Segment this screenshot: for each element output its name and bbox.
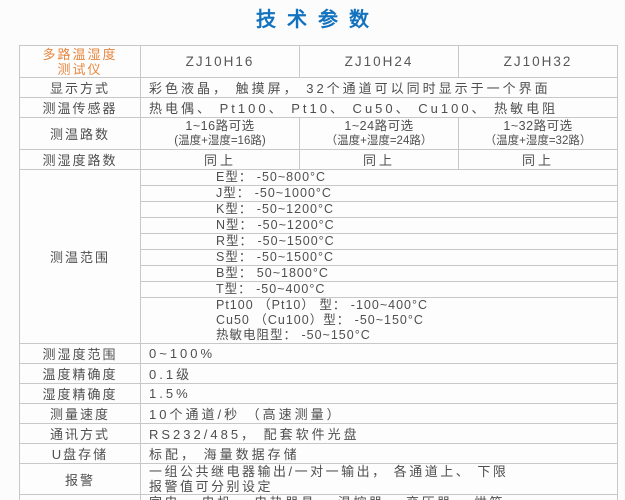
spec-label: 测湿度范围 bbox=[19, 343, 141, 364]
device-name-line1: 多路温湿度 bbox=[42, 46, 118, 62]
range-r: R型： -50~1500°C bbox=[140, 233, 618, 250]
range-e: E型： -50~800°C bbox=[140, 169, 618, 186]
channels-h32-cell: 1~32路可选 （温度+湿度=32路） bbox=[458, 117, 618, 150]
spec-value: 0~100% bbox=[140, 343, 618, 364]
spec-value: 1.5% bbox=[140, 383, 618, 404]
spec-label: 测温传感器 bbox=[19, 97, 141, 118]
same-as-above-cell: 同上 bbox=[299, 149, 459, 170]
row-communication: 通讯方式 RS232/485， 配套软件光盘 bbox=[19, 423, 618, 444]
range-pt100: Pt100 （Pt10） 型： -100~400°C bbox=[216, 298, 428, 313]
channels-h16-line2: (温度+湿度=16路) bbox=[174, 134, 266, 147]
range-n: N型： -50~1200°C bbox=[140, 217, 618, 234]
spec-label: 测湿度路数 bbox=[19, 149, 141, 170]
device-name-line2: 测试仪 bbox=[57, 61, 103, 77]
spec-value: 热电偶、 Pt100、 Pt10、 Cu50、 Cu100、 热敏电阻 bbox=[140, 97, 618, 118]
row-temp-sensor: 测温传感器 热电偶、 Pt100、 Pt10、 Cu50、 Cu100、 热敏电… bbox=[19, 97, 618, 118]
spec-value: RS232/485， 配套软件光盘 bbox=[140, 423, 618, 444]
range-rtd-cell: Pt100 （Pt10） 型： -100~400°C Cu50 （Cu100）型… bbox=[140, 297, 618, 344]
spec-value: 彩色液晶， 触摸屏， 32个通道可以同时显示于一个界面 bbox=[140, 77, 618, 98]
range-s: S型： -50~1500°C bbox=[140, 249, 618, 266]
row-humidity-channels: 测湿度路数 同上 同上 同上 bbox=[19, 149, 618, 170]
range-thermistor: 热敏电阻型： -50~150°C bbox=[216, 328, 371, 342]
spec-label: 通讯方式 bbox=[19, 423, 141, 444]
model-zj10h24: ZJ10H24 bbox=[299, 45, 459, 78]
applications-value-cell: 家电、 电机、 电热器具、 温控器、 变压器、 烘箱、 培养箱、 热保护器光电、… bbox=[140, 494, 618, 500]
row-applications: 适用场合 家电、 电机、 电热器具、 温控器、 变压器、 烘箱、 培养箱、 热保… bbox=[19, 494, 618, 500]
spec-label: 测量速度 bbox=[19, 403, 141, 424]
specs-table: 多路温湿度 测试仪 ZJ10H16 ZJ10H24 ZJ10H32 显示方式 彩… bbox=[19, 45, 618, 500]
model-zj10h32: ZJ10H32 bbox=[458, 45, 618, 78]
channels-h16-line1: 1~16路可选 bbox=[185, 118, 255, 133]
channels-h24-line2: （温度+湿度=24路） bbox=[325, 134, 433, 147]
row-display-mode: 显示方式 彩色液晶， 触摸屏， 32个通道可以同时显示于一个界面 bbox=[19, 77, 618, 98]
spec-label: 报警 bbox=[19, 463, 141, 495]
row-temp-accuracy: 温度精确度 0.1级 bbox=[19, 363, 618, 384]
spec-value: 标配， 海量数据存储 bbox=[140, 443, 618, 464]
row-usb-storage: U盘存储 标配， 海量数据存储 bbox=[19, 443, 618, 464]
channels-h32-line1: 1~32路可选 bbox=[503, 118, 573, 133]
row-temp-channels: 测温路数 1~16路可选 (温度+湿度=16路) 1~24路可选 （温度+湿度=… bbox=[19, 117, 618, 150]
row-header: 多路温湿度 测试仪 ZJ10H16 ZJ10H24 ZJ10H32 bbox=[19, 45, 618, 78]
device-name-cell: 多路温湿度 测试仪 bbox=[19, 45, 141, 78]
alarm-line2: 报警值可分别设定 bbox=[149, 479, 274, 494]
range-k: K型： -50~1200°C bbox=[140, 201, 618, 218]
row-humidity-accuracy: 湿度精确度 1.5% bbox=[19, 383, 618, 404]
alarm-value-cell: 一组公共继电器输出/一对一输出， 各通道上、 下限 报警值可分别设定 bbox=[140, 463, 618, 495]
spec-label: U盘存储 bbox=[19, 443, 141, 464]
model-zj10h16: ZJ10H16 bbox=[140, 45, 300, 78]
spec-label: 湿度精确度 bbox=[19, 383, 141, 404]
spec-label: 显示方式 bbox=[19, 77, 141, 98]
channels-h16-cell: 1~16路可选 (温度+湿度=16路) bbox=[140, 117, 300, 150]
spec-label: 测温路数 bbox=[19, 117, 141, 150]
row-alarm: 报警 一组公共继电器输出/一对一输出， 各通道上、 下限 报警值可分别设定 bbox=[19, 463, 618, 495]
same-as-above-cell: 同上 bbox=[140, 149, 300, 170]
spec-label: 适用场合 bbox=[19, 494, 141, 500]
page-title: 技术参数 bbox=[256, 9, 380, 31]
row-humidity-range: 测湿度范围 0~100% bbox=[19, 343, 618, 364]
applications-line1: 家电、 电机、 电热器具、 温控器、 变压器、 烘箱、 bbox=[149, 496, 617, 500]
spec-label: 温度精确度 bbox=[19, 363, 141, 384]
range-cu50: Cu50 （Cu100）型： -50~150°C bbox=[216, 313, 424, 327]
row-temp-range-e: 测温范围 E型： -50~800°C bbox=[19, 169, 618, 344]
range-b: B型： 50~1800°C bbox=[140, 265, 618, 282]
same-as-above-cell: 同上 bbox=[458, 149, 618, 170]
row-measurement-speed: 测量速度 10个通道/秒 （高速测量） bbox=[19, 403, 618, 424]
channels-h24-cell: 1~24路可选 （温度+湿度=24路） bbox=[299, 117, 459, 150]
spec-label: 测温范围 bbox=[19, 169, 141, 344]
row-temp-range-s: S型： -50~1500°C bbox=[20, 249, 618, 266]
spec-value: 10个通道/秒 （高速测量） bbox=[140, 403, 618, 424]
spec-value: 0.1级 bbox=[140, 363, 618, 384]
range-t: T型： -50~400°C bbox=[140, 281, 618, 298]
range-j: J型： -50~1000°C bbox=[140, 185, 618, 202]
channels-h32-line2: （温度+湿度=32路） bbox=[484, 134, 592, 147]
channels-h24-line1: 1~24路可选 bbox=[344, 118, 414, 133]
alarm-line1: 一组公共继电器输出/一对一输出， 各通道上、 下限 bbox=[149, 464, 509, 480]
